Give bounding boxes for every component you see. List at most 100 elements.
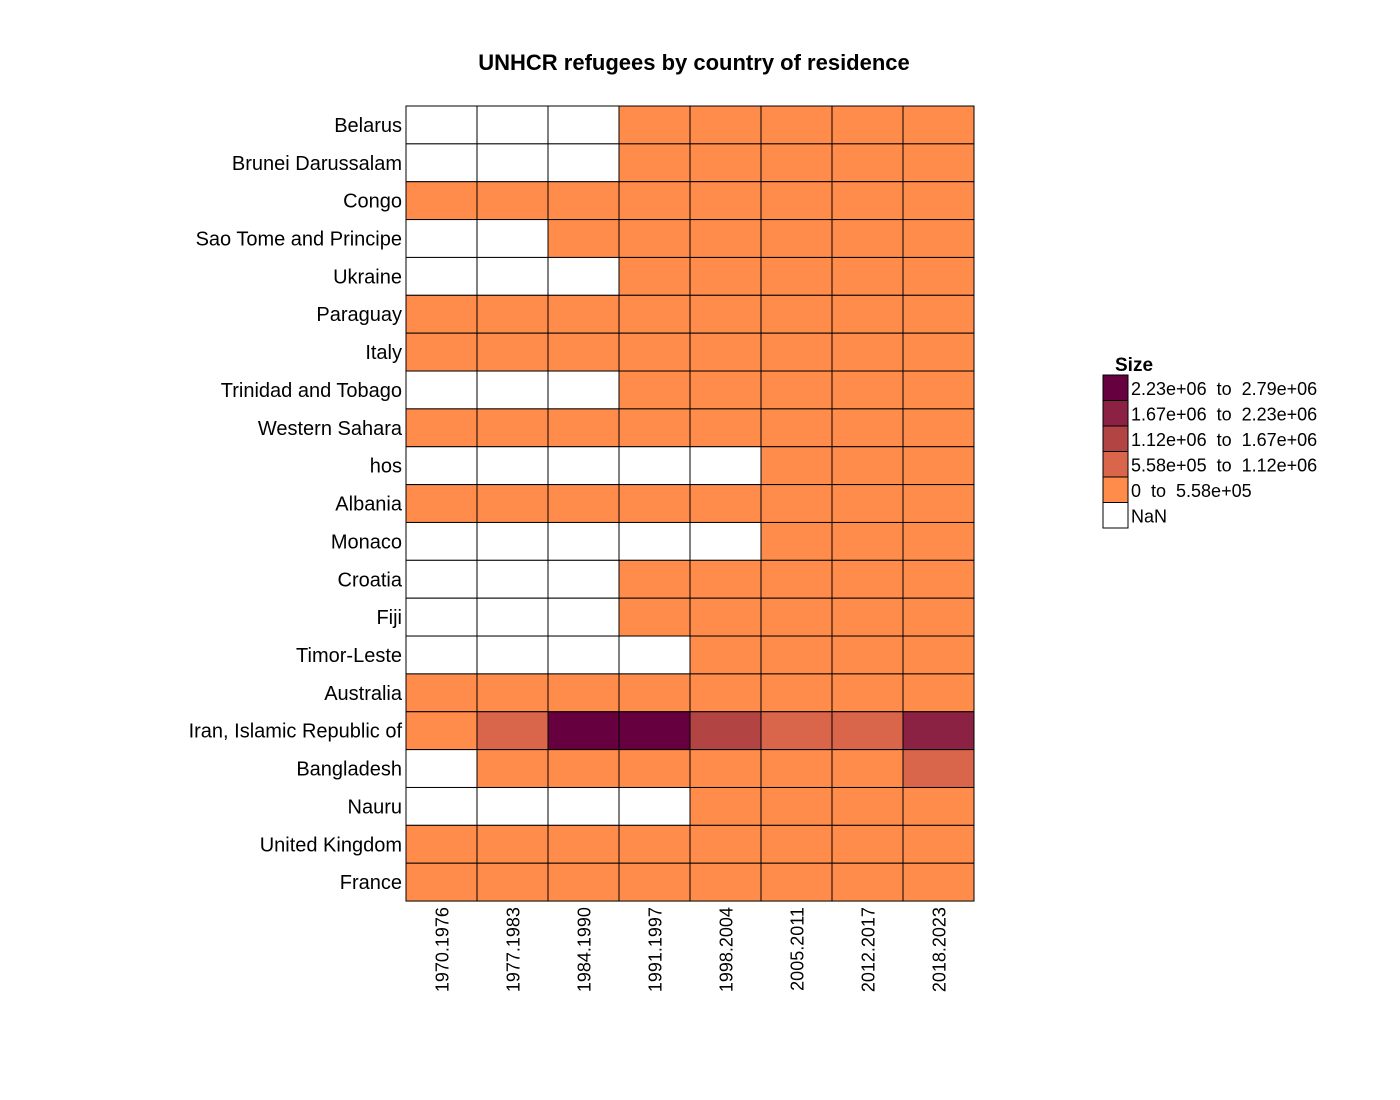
row-label: Ukraine [333,266,402,288]
column-labels: 1970.1976 1977.1983 1984.1990 1991.1997 1998… [433,907,950,992]
heatmap-cell [831,635,904,675]
heatmap-cell [618,143,691,183]
heatmap-cell [689,143,762,183]
heatmap-cell [902,143,975,183]
heatmap-cell [547,256,620,296]
heatmap-cells [405,105,975,902]
heatmap-cell [476,408,549,448]
column-label: 1991.1997 [646,907,666,992]
heatmap-cell [760,635,833,675]
heatmap-cell [760,408,833,448]
heatmap-cell [689,332,762,372]
heatmap-cell [547,673,620,713]
heatmap-cell [476,635,549,675]
heatmap-cell [405,711,478,751]
heatmap-cell [547,408,620,448]
heatmap-cell [476,749,549,788]
heatmap-cell [760,597,833,637]
legend-label: 5.58e+05 to 1.12e+06 [1131,455,1317,475]
heatmap-cell [476,219,549,258]
legend-label: 1.67e+06 to 2.23e+06 [1131,404,1317,424]
heatmap-cell [547,521,620,561]
heatmap-cell [760,256,833,296]
heatmap-cell [831,143,904,183]
heatmap-cell [902,105,975,145]
heatmap-cell [760,219,833,258]
row-label: Timor-Leste [296,645,402,667]
heatmap-cell [618,105,691,145]
heatmap-cell [689,597,762,637]
row-label: Western Sahara [258,418,403,440]
heatmap-cell [405,105,478,145]
heatmap-cell [831,105,904,145]
heatmap-cell [831,294,904,334]
column-label: 2018.2023 [930,907,950,992]
heatmap-cell [476,786,549,826]
heatmap-cell [618,749,691,788]
heatmap-cell [760,370,833,410]
heatmap-cell [689,408,762,448]
heatmap-cell [902,521,975,561]
heatmap-cell [760,824,833,864]
heatmap-cell [760,521,833,561]
heatmap-cell [618,370,691,410]
row-label: Paraguay [316,304,402,326]
heatmap-cell [831,370,904,410]
column-label: 1977.1983 [504,907,524,992]
heatmap-cell [831,256,904,296]
legend-label: NaN [1131,506,1167,526]
heatmap-cell [405,862,478,902]
heatmap-cell [689,673,762,713]
heatmap-cell [760,332,833,372]
heatmap-cell [476,370,549,410]
heatmap-cell [902,332,975,372]
heatmap-cell [405,256,478,296]
heatmap-cell [405,786,478,826]
column-label: 2005.2011 [788,907,808,991]
heatmap-cell [476,105,549,145]
heatmap-cell [902,862,975,902]
heatmap-cell [618,673,691,713]
row-label: Iran, Islamic Republic of [189,721,403,743]
heatmap-cell [689,559,762,599]
row-label: Croatia [338,569,403,591]
heatmap-cell [405,635,478,675]
heatmap-cell [689,219,762,258]
heatmap-cell [689,635,762,675]
heatmap-cell [689,484,762,523]
row-label: hos [370,456,402,478]
legend-swatch [1102,374,1129,401]
heatmap-cell [760,294,833,334]
heatmap-cell [689,749,762,788]
heatmap-cell [902,824,975,864]
heatmap-cell [547,786,620,826]
heatmap-cell [831,862,904,902]
column-label: 2012.2017 [859,907,879,992]
heatmap-cell [405,219,478,258]
row-labels: Belarus Brunei Darussalam Congo Sao Tome an… [189,115,403,894]
heatmap-cell [689,824,762,864]
heatmap-cell [547,749,620,788]
heatmap-cell [831,824,904,864]
heatmap-cell [405,521,478,561]
legend-title: Size [1115,355,1153,376]
heatmap-cell [902,408,975,448]
heatmap-cell [689,370,762,410]
heatmap-cell [476,332,549,372]
legend-label: 0 to 5.58e+05 [1131,481,1252,501]
heatmap-cell [547,711,620,751]
heatmap-cell [476,521,549,561]
heatmap-cell [547,824,620,864]
heatmap-cell [618,635,691,675]
heatmap-cell [902,749,975,788]
row-label: Nauru [348,796,402,818]
heatmap-cell [760,673,833,713]
heatmap-cell [831,597,904,637]
heatmap-cell [476,711,549,751]
heatmap-cell [476,824,549,864]
heatmap-cell [760,749,833,788]
heatmap-cell [547,597,620,637]
heatmap-cell [405,294,478,334]
heatmap-cell [689,711,762,751]
